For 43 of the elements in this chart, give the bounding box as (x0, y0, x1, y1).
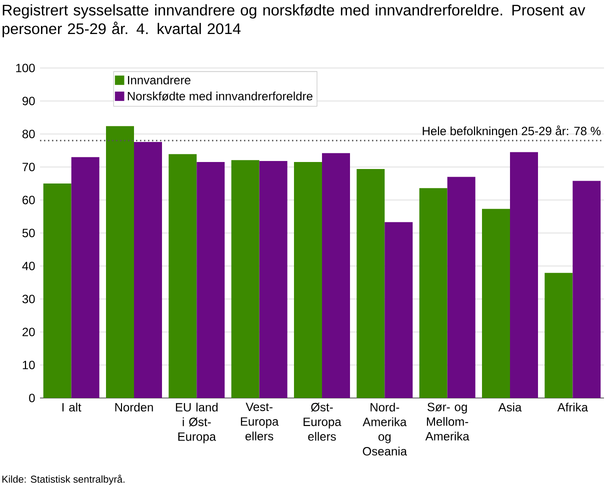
bar (106, 126, 134, 398)
y-tick-label: 40 (22, 262, 35, 270)
y-tick-label: 0 (29, 394, 35, 402)
y-tick-label: 70 (22, 162, 35, 172)
bar (482, 208, 510, 398)
x-tick-label: Øst-Europa ellers (304, 402, 342, 441)
x-tick-label: Vest-Europa ellers (240, 402, 279, 440)
bar (447, 176, 476, 398)
bar (231, 160, 260, 398)
y-tick-label: 50 (22, 228, 35, 238)
y-tick-label: 80 (22, 130, 35, 138)
bar (356, 168, 385, 398)
bar (43, 184, 72, 398)
bar (322, 153, 350, 398)
x-tick-label: Sør- og Mellom-Amerika (425, 402, 470, 441)
bar (168, 154, 197, 398)
bar (510, 152, 538, 398)
x-tick-label: EU land i Øst-Europa (176, 402, 218, 444)
bar (196, 162, 225, 398)
x-tick-label: Afrika (557, 402, 588, 412)
y-tick-label: 10 (22, 360, 35, 370)
y-tick-label: 60 (22, 196, 35, 204)
bar (71, 157, 100, 398)
x-tick-label: Nord-Amerika og Oseania (362, 402, 407, 456)
bar (384, 222, 413, 398)
bar (134, 142, 162, 398)
legend-label: Innvandrere (128, 76, 190, 84)
bar (419, 188, 448, 398)
text: Kilde: Statistisk sentralbyrå. (2, 474, 124, 485)
legend-label: Norskfødte med innvandrerforeldre (128, 92, 312, 101)
bar (259, 161, 288, 398)
bar (544, 272, 573, 398)
y-tick-label: 90 (22, 96, 35, 106)
ref-line-label: Hele befolkningen 25-29 år: 78 % (422, 125, 601, 138)
bar (572, 180, 601, 398)
y-tick-label: 20 (22, 328, 35, 336)
y-tick-label: 100 (16, 64, 35, 72)
x-tick-label: I alt (62, 402, 82, 412)
x-tick-label: Asia (498, 402, 522, 412)
bar (294, 162, 322, 398)
y-tick-label: 30 (22, 294, 35, 304)
chart-title: Registrert sysselsatte innvandrere og norskfødte med innvandrerforeldre. Prosent av personer 25-29 år. 4. kvartal 2014 (2, 4, 586, 38)
x-tick-label: Norden (115, 402, 153, 412)
